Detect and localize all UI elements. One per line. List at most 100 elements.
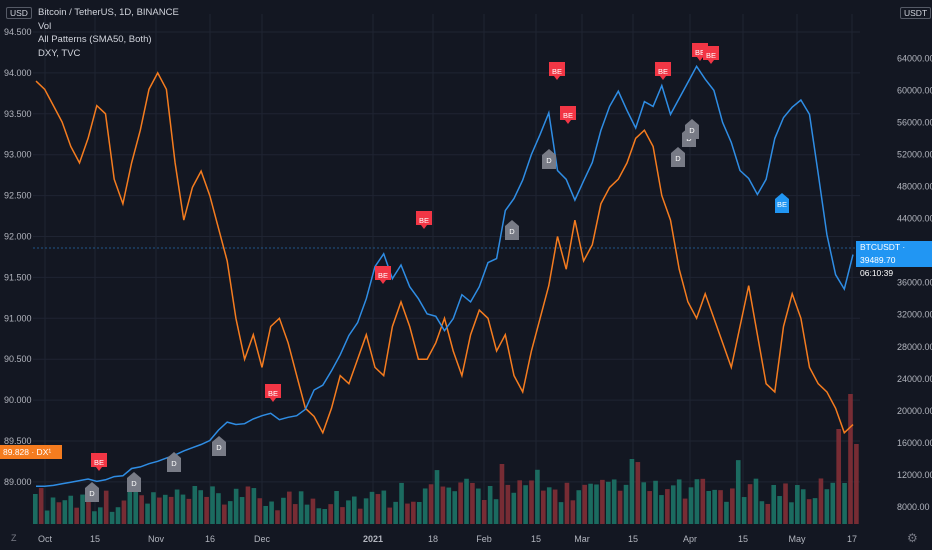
gear-icon[interactable]: ⚙ — [907, 531, 918, 545]
bearish-pattern-marker[interactable]: BE — [91, 453, 107, 471]
volume-bar — [854, 444, 859, 524]
volume-bar — [62, 500, 68, 524]
left-currency-label[interactable]: USD — [6, 7, 32, 19]
marker-label: D — [675, 154, 681, 163]
volume-bar — [552, 489, 558, 524]
volume-bar — [103, 490, 109, 524]
legend-volume[interactable]: Vol — [38, 20, 52, 32]
volume-bar — [730, 488, 735, 524]
volume-bar — [830, 482, 836, 524]
bearish-pattern-marker[interactable]: BE — [416, 211, 432, 229]
volume-bar — [558, 502, 564, 524]
bearish-pattern-marker[interactable]: BE — [549, 62, 565, 80]
volume-bar — [434, 470, 440, 524]
volume-bar — [263, 505, 268, 524]
volume-bar — [635, 462, 641, 524]
volume-bar — [487, 485, 493, 524]
volume-bar — [800, 489, 806, 524]
volume-bar — [806, 499, 812, 524]
right-axis-tick: 24000.00 — [897, 374, 932, 384]
volume-bar — [198, 490, 204, 524]
dxy-price-tag: 89.828 · DX¹ — [0, 445, 62, 459]
time-axis-tick: 17 — [847, 534, 857, 544]
volume-bar — [594, 484, 599, 524]
btc-line[interactable] — [36, 64, 854, 487]
left-axis-tick: 90.000 — [4, 395, 32, 405]
bearish-pattern-marker[interactable]: BE — [560, 106, 576, 124]
doji-pattern-marker[interactable]: D — [85, 482, 99, 502]
legend-patterns[interactable]: All Patterns (SMA50, Both) — [38, 34, 152, 45]
right-currency-label[interactable]: USDT — [900, 7, 932, 19]
left-axis-tick: 92.500 — [4, 191, 32, 201]
left-axis-tick: 94.500 — [4, 27, 32, 37]
doji-pattern-marker[interactable]: D — [167, 452, 181, 472]
price-lines — [35, 64, 854, 487]
left-axis-tick: 89.000 — [4, 477, 32, 487]
volume-bar — [706, 490, 712, 524]
volume-bar — [600, 479, 605, 524]
right-price-axis[interactable]: 64000.00 60000.00 56000.00 52000.00 48000.00… — [897, 53, 932, 512]
volume-bar — [629, 459, 635, 524]
time-axis[interactable]: Oct 15 Nov 16 Dec 2021 18 Feb 15 Mar 15 Apr 15 May 17 — [38, 534, 857, 544]
bearish-pattern-marker[interactable]: BE — [655, 62, 671, 80]
btc-tag-countdown: 06:10:39 — [860, 268, 894, 278]
volume-bar — [322, 509, 328, 524]
doji-pattern-marker[interactable]: D — [671, 147, 685, 167]
volume-bar — [133, 482, 139, 524]
volume-bar — [50, 497, 56, 524]
volume-bar — [216, 493, 221, 524]
right-axis-tick: 64000.00 — [897, 53, 932, 63]
volume-bar — [481, 499, 487, 524]
volume-bar — [653, 480, 658, 524]
left-axis-tick: 91.500 — [4, 272, 32, 282]
volume-bar — [269, 501, 274, 524]
volume-bar — [239, 497, 245, 524]
legend-dxy[interactable]: DXY, TVC — [38, 47, 81, 59]
volume-bar — [570, 500, 576, 524]
volume-bar — [789, 502, 794, 524]
btc-price-tag: BTCUSDT · 39489.70 06:10:39 — [856, 241, 932, 278]
volume-bar — [346, 500, 351, 524]
volume-bar — [127, 487, 133, 524]
volume-bar — [298, 491, 304, 524]
volume-bar — [712, 489, 717, 524]
volume-bar — [257, 498, 263, 524]
right-axis-tick: 16000.00 — [897, 438, 932, 448]
marker-label: BE — [552, 67, 562, 76]
bullish-pattern-marker[interactable]: BE — [775, 193, 789, 213]
marker-label: BE — [658, 67, 668, 76]
volume-bar — [56, 502, 62, 524]
marker-label: D — [89, 489, 95, 498]
volume-bar — [818, 478, 824, 524]
left-axis-tick: 92.000 — [4, 232, 32, 242]
z-label[interactable]: Z — [11, 533, 17, 543]
marker-label: D — [509, 227, 515, 236]
volume-bar — [180, 494, 186, 524]
volume-bar — [86, 500, 91, 524]
legend-symbol[interactable]: Bitcoin / TetherUS, 1D, BINANCE — [38, 7, 179, 18]
volume-bar — [287, 491, 292, 524]
volume-bar — [700, 478, 706, 524]
bearish-pattern-marker[interactable]: BE — [265, 384, 281, 402]
doji-pattern-marker[interactable]: D — [685, 119, 699, 139]
marker-label: BE — [268, 389, 278, 398]
volume-bar — [162, 494, 168, 524]
left-price-axis[interactable]: 94.500 94.000 93.500 93.000 92.500 92.000 91.5… — [4, 27, 32, 487]
time-axis-tick: Oct — [38, 534, 53, 544]
marker-label: BE — [94, 458, 104, 467]
volume-bar — [777, 496, 782, 524]
right-axis-tick: 32000.00 — [897, 310, 932, 320]
volume-bar — [357, 508, 363, 524]
volume-bar — [363, 498, 369, 524]
dxy-line[interactable] — [35, 71, 854, 435]
bearish-pattern-marker[interactable]: BE — [375, 266, 391, 284]
volume-bar — [139, 495, 144, 524]
doji-pattern-marker[interactable]: D — [505, 220, 519, 240]
volume-bar — [428, 484, 434, 524]
bearish-pattern-marker[interactable]: BE — [703, 46, 719, 64]
left-axis-tick: 93.500 — [4, 109, 32, 119]
doji-pattern-marker[interactable]: D — [212, 436, 226, 456]
doji-pattern-marker[interactable]: D — [127, 472, 141, 492]
doji-pattern-marker[interactable]: D — [542, 149, 556, 169]
